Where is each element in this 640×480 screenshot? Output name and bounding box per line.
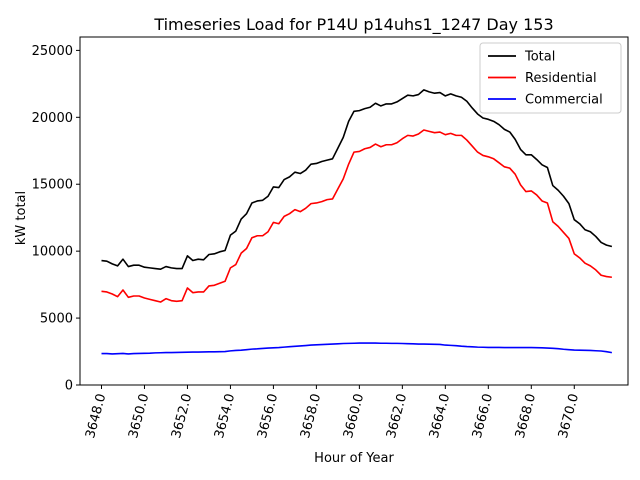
y-tick-label: 20000: [32, 111, 73, 126]
series-line-residential: [101, 129, 612, 303]
y-tick-label: 15000: [32, 178, 73, 193]
y-tick-label: 0: [65, 379, 73, 394]
x-axis-label: Hour of Year: [314, 451, 394, 466]
y-axis-label: kW total: [14, 191, 29, 245]
series-line-total: [101, 89, 613, 271]
series-layer: [101, 89, 613, 355]
legend-box: [479, 42, 622, 114]
y-tick-label: 10000: [32, 245, 73, 260]
legend-label-total: Total: [524, 50, 555, 65]
legend-label-residential: Residential: [525, 71, 597, 86]
legend-label-commercial: Commercial: [525, 93, 603, 108]
chart-title: Timeseries Load for P14U p14uhs1_1247 Da…: [153, 15, 553, 35]
y-tick-label: 5000: [40, 312, 73, 327]
series-line-commercial: [101, 342, 613, 355]
legend: Total Residential Commercial: [479, 42, 622, 114]
plot-frame: [79, 36, 629, 386]
y-tick-label: 25000: [32, 44, 73, 59]
